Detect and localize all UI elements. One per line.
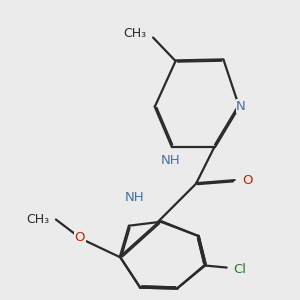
Text: O: O [75,231,85,244]
Text: CH₃: CH₃ [123,27,146,40]
Text: N: N [236,100,246,112]
Text: NH: NH [125,191,144,204]
Text: O: O [242,174,253,187]
Text: NH: NH [160,154,180,167]
Text: Cl: Cl [233,262,246,276]
Text: CH₃: CH₃ [26,213,49,226]
